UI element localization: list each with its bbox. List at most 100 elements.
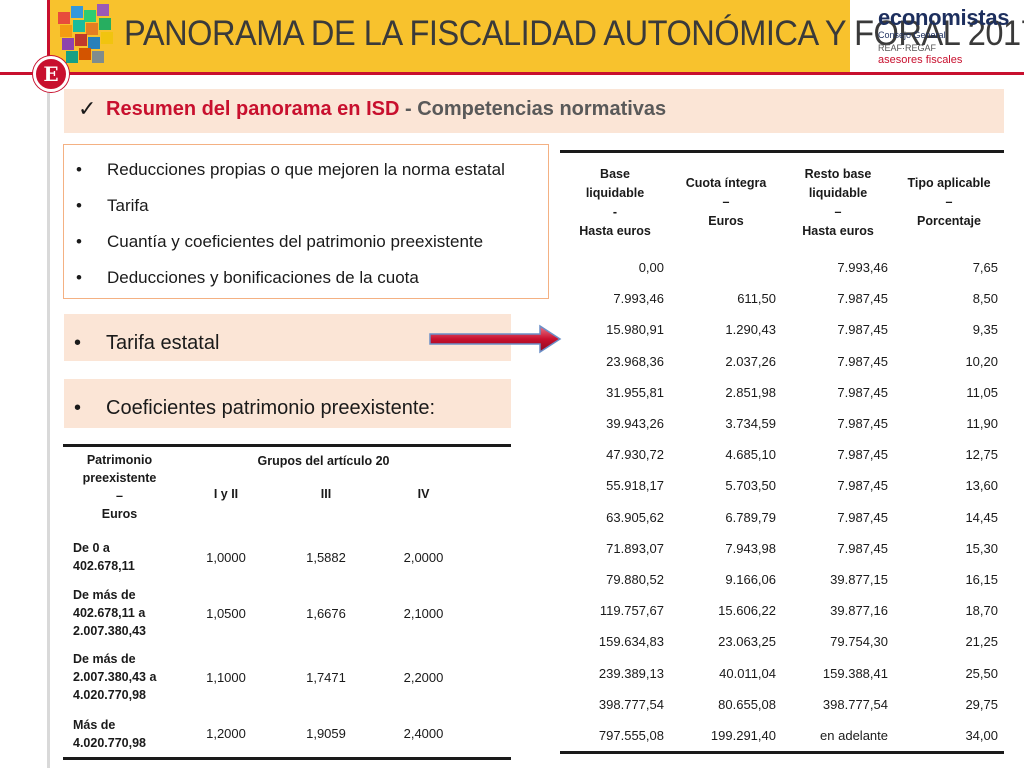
header-line: – bbox=[945, 195, 953, 209]
header-line: Base bbox=[600, 166, 630, 181]
row-label-line: 402.678,11 bbox=[73, 559, 135, 573]
col-header-cuota-integra: Cuota íntegra – Euros bbox=[670, 153, 782, 252]
col-header-resto-base: Resto base liquidable – Hasta euros bbox=[782, 153, 894, 252]
table-cell: 71.893,07 bbox=[606, 540, 664, 556]
table-cell: 2,0000 bbox=[403, 549, 444, 565]
table-row: 7.993,46 611,50 7.987,45 8,50 bbox=[560, 283, 1004, 314]
table-cell: 34,00 bbox=[965, 727, 998, 743]
table-cell: 25,50 bbox=[965, 665, 998, 681]
row-label-line: 2.007.380,43 bbox=[73, 624, 146, 638]
tarifa-table: Base liquidable - Hasta euros Cuota ínte… bbox=[560, 150, 1004, 754]
col-header-group-1: I y II bbox=[213, 487, 239, 501]
table-cell: 2.037,26 bbox=[725, 353, 776, 369]
table-row: 55.918,17 5.703,50 7.987,45 13,60 bbox=[560, 470, 1004, 501]
table-cell: 31.955,81 bbox=[606, 384, 664, 400]
table-cell: 398.777,54 bbox=[822, 696, 888, 712]
left-vertical-rule-top bbox=[47, 0, 50, 75]
table-cell: 199.291,40 bbox=[710, 727, 776, 743]
table-row: 23.968,36 2.037,26 7.987,45 10,20 bbox=[560, 346, 1004, 377]
header-red-rule bbox=[0, 72, 1024, 75]
table-row: De más de 402.678,11 a 2.007.380,43 1,05… bbox=[63, 582, 511, 644]
table-row: 63.905,62 6.789,79 7.987,45 14,45 bbox=[560, 502, 1004, 533]
table-row: 119.757,67 15.606,22 39.877,16 18,70 bbox=[560, 595, 1004, 626]
table-cell: 6.789,79 bbox=[725, 509, 776, 525]
header-line: Patrimonio bbox=[86, 453, 153, 467]
table-cell: 55.918,17 bbox=[606, 478, 664, 494]
table-cell: 1,0500 bbox=[206, 605, 246, 621]
brand-name: economistas bbox=[878, 5, 1010, 30]
table-cell: 2,2000 bbox=[403, 669, 444, 685]
table-cell: 239.389,13 bbox=[598, 665, 664, 681]
table-cell: 7.987,45 bbox=[837, 322, 888, 338]
table-row: 239.389,13 40.011,04 159.388,41 25,50 bbox=[560, 657, 1004, 688]
table-cell: 1,7471 bbox=[306, 669, 346, 685]
row-label-line: De 0 a bbox=[73, 541, 110, 555]
table-row: 15.980,91 1.290,43 7.987,45 9,35 bbox=[560, 314, 1004, 345]
header-line: Tipo aplicable bbox=[907, 176, 991, 190]
table-cell: 159.388,41 bbox=[822, 665, 888, 681]
table-cell: 79.754,30 bbox=[830, 634, 888, 650]
row-label: Más de 4.020.770,98 bbox=[63, 710, 176, 757]
title-banner bbox=[50, 0, 850, 72]
table-cell: 39.943,26 bbox=[606, 416, 664, 432]
col-header-base-liquidable: Base liquidable - Hasta euros bbox=[560, 153, 670, 252]
header-line: – bbox=[722, 195, 730, 209]
table-row: 159.634,83 23.063,25 79.754,30 21,25 bbox=[560, 626, 1004, 657]
table-row: 398.777,54 80.655,08 398.777,54 29,75 bbox=[560, 689, 1004, 720]
table-cell: 9,35 bbox=[972, 322, 998, 338]
table-cell: 2,4000 bbox=[403, 726, 444, 741]
economistas-circle-logo-icon: E bbox=[33, 56, 69, 92]
table-row: De más de 2.007.380,43 a 4.020.770,98 1,… bbox=[63, 644, 511, 710]
competencias-list-box: Reducciones propias o que mejoren la nor… bbox=[63, 144, 549, 299]
table-cell: 7,65 bbox=[972, 260, 998, 276]
cubes-logo-icon bbox=[58, 4, 113, 63]
table-row: 797.555,08 199.291,40 en adelante 34,00 bbox=[560, 720, 1004, 751]
bullet-dot: • bbox=[74, 397, 82, 419]
table-cell: 1,9059 bbox=[306, 726, 346, 741]
tarifa-estatal-label: Tarifa estatal bbox=[106, 332, 220, 354]
header-line: Euros bbox=[101, 507, 138, 521]
table-cell: 23.968,36 bbox=[606, 353, 664, 369]
row-label-line: 2.007.380,43 a bbox=[73, 670, 157, 684]
row-label-line: 402.678,11 a bbox=[73, 606, 146, 620]
row-label-line: De más de bbox=[73, 652, 136, 666]
table-cell: 9.166,06 bbox=[725, 571, 776, 587]
table-row: 79.880,52 9.166,06 39.877,15 16,15 bbox=[560, 564, 1004, 595]
list-item: Tarifa bbox=[74, 193, 548, 229]
table-cell: 29,75 bbox=[965, 696, 998, 712]
table-cell: 159.634,83 bbox=[598, 634, 664, 650]
row-label: De más de 402.678,11 a 2.007.380,43 bbox=[63, 582, 176, 644]
table-row: Más de 4.020.770,98 1,2000 1,9059 2,4000 bbox=[63, 710, 511, 757]
brand-subtitle: Consejo General bbox=[878, 30, 946, 40]
header-line: Euros bbox=[708, 214, 744, 228]
table-row: 31.955,81 2.851,98 7.987,45 11,05 bbox=[560, 377, 1004, 408]
section-title-main: Resumen del panorama en ISD bbox=[106, 98, 400, 120]
table-cell: 63.905,62 bbox=[606, 509, 664, 525]
table-row: 39.943,26 3.734,59 7.987,45 11,90 bbox=[560, 408, 1004, 439]
table-cell: 797.555,08 bbox=[598, 727, 664, 743]
tarifa-table-body: 0,00 7.993,46 7,65 7.993,46 611,50 7.987,45 8,… bbox=[560, 252, 1004, 751]
table-cell: 40.011,04 bbox=[719, 665, 776, 681]
list-item: Deducciones y bonificaciones de la cuota bbox=[74, 265, 548, 301]
table-cell: 15.980,91 bbox=[606, 322, 664, 338]
table-cell: 398.777,54 bbox=[598, 696, 664, 712]
checkmark-icon: ✓ bbox=[78, 96, 97, 121]
table-cell: 7.987,45 bbox=[837, 353, 888, 369]
table-cell: 7.987,45 bbox=[837, 447, 888, 463]
table-cell: 119.757,67 bbox=[599, 603, 664, 619]
col-header-tipo-aplicable: Tipo aplicable – Porcentaje bbox=[894, 153, 1004, 252]
table-cell: 47.930,72 bbox=[606, 447, 664, 463]
slide-header: PANORAMA DE LA FISCALIDAD AUTONÓMICA Y F… bbox=[0, 0, 1024, 72]
table-cell: 15.606,22 bbox=[718, 603, 776, 619]
table-cell: 15,30 bbox=[965, 540, 998, 556]
table-cell: 8,50 bbox=[972, 291, 998, 307]
table-cell: 13,60 bbox=[965, 478, 998, 494]
table-cell: 7.987,45 bbox=[837, 416, 888, 432]
bullet-dot: • bbox=[74, 332, 82, 354]
table-cell: 1,0000 bbox=[206, 549, 246, 565]
table-cell: 5.703,50 bbox=[725, 478, 776, 494]
table-cell: 14,45 bbox=[965, 509, 998, 525]
table-row: 47.930,72 4.685,10 7.987,45 12,75 bbox=[560, 439, 1004, 470]
table-cell: 80.655,08 bbox=[718, 696, 776, 712]
table-cell: 18,70 bbox=[965, 603, 998, 619]
